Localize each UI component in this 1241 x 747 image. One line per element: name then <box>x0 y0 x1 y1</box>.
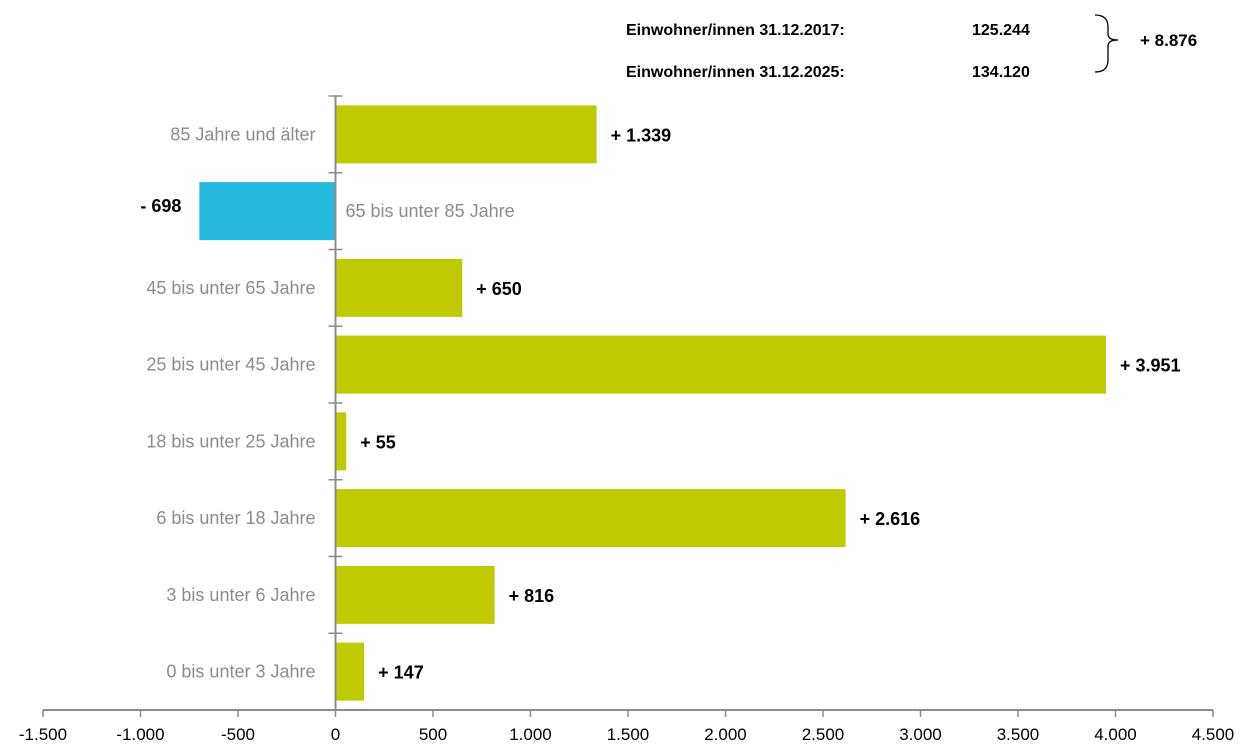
x-tick-label-9: 3.000 <box>899 725 942 744</box>
category-label-5: 6 bis unter 18 Jahre <box>156 508 315 528</box>
data-label-4: + 55 <box>360 432 396 452</box>
bar-4 <box>335 412 347 471</box>
bar-1 <box>199 182 336 241</box>
x-tick-label-5: 1.000 <box>509 725 552 744</box>
bar-3 <box>335 335 1106 394</box>
x-tick-label-12: 4.500 <box>1192 725 1235 744</box>
x-tick-label-1: -1.000 <box>116 725 164 744</box>
summary-label-2017: Einwohner/innen 31.12.2017: <box>626 22 845 39</box>
x-tick-label-8: 2.500 <box>802 725 845 744</box>
category-label-3: 25 bis unter 45 Jahre <box>146 355 315 375</box>
x-tick-label-2: -500 <box>221 725 255 744</box>
summary-difference: + 8.876 <box>1140 31 1197 50</box>
data-label-5: + 2.616 <box>860 509 921 529</box>
data-label-3: + 3.951 <box>1120 356 1181 376</box>
x-tick-label-11: 4.000 <box>1094 725 1137 744</box>
category-label-2: 45 bis unter 65 Jahre <box>146 278 315 298</box>
x-tick-label-6: 1.500 <box>607 725 650 744</box>
x-tick-label-3: 0 <box>331 725 340 744</box>
x-tick-label-0: -1.500 <box>19 725 67 744</box>
x-tick-label-7: 2.000 <box>704 725 747 744</box>
bar-2 <box>335 258 463 317</box>
summary-brace <box>1094 14 1119 73</box>
data-label-1: - 698 <box>140 196 181 216</box>
summary-value-2017: 125.244 <box>972 22 1030 39</box>
category-label-6: 3 bis unter 6 Jahre <box>166 585 315 605</box>
data-label-6: + 816 <box>509 586 555 606</box>
category-label-7: 0 bis unter 3 Jahre <box>166 662 315 682</box>
category-label-0: 85 Jahre und älter <box>170 124 315 144</box>
summary-label-2025: Einwohner/innen 31.12.2025: <box>626 64 845 81</box>
plot-area: -1.500 -1.000 -500 0 500 1.000 1.500 2.000 2.500… <box>19 95 1235 744</box>
data-label-2: + 650 <box>476 279 522 299</box>
category-label-1: 65 bis unter 85 Jahre <box>346 201 515 221</box>
x-tick-label-4: 500 <box>419 725 447 744</box>
summary-value-2025: 134.120 <box>972 64 1030 81</box>
bar-5 <box>335 489 846 548</box>
category-label-4: 18 bis unter 25 Jahre <box>146 431 315 451</box>
x-tick-label-10: 3.500 <box>997 725 1040 744</box>
data-label-7: + 147 <box>378 663 424 683</box>
bar-7 <box>335 642 365 701</box>
bar-6 <box>335 565 495 624</box>
population-summary: Einwohner/innen 31.12.2017: 125.244 Einw… <box>626 14 1197 81</box>
bar-0 <box>335 105 597 164</box>
data-label-0: + 1.339 <box>611 125 672 145</box>
